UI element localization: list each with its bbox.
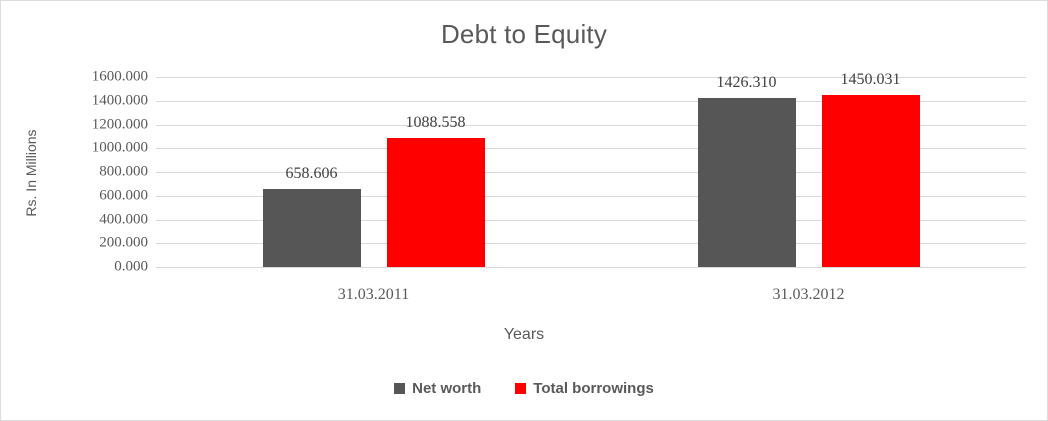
- legend-swatch-icon: [515, 383, 527, 394]
- bar-net-worth[interactable]: [697, 97, 796, 267]
- gridline: [156, 196, 1026, 197]
- y-axis-title: Rs. In Millions: [23, 129, 39, 217]
- legend-item-total-borrowings[interactable]: Total borrowings: [515, 380, 654, 397]
- gridline: [156, 125, 1026, 126]
- y-tick-label: 800.000: [99, 163, 148, 180]
- y-tick-label: 1400.000: [91, 92, 148, 109]
- data-label: 1450.031: [840, 70, 901, 88]
- legend-item-net-worth[interactable]: Net worth: [394, 380, 481, 397]
- y-tick-label: 200.000: [99, 234, 148, 251]
- data-label: 658.606: [285, 164, 338, 182]
- gridline: [156, 77, 1026, 78]
- gridline: [156, 243, 1026, 244]
- gridline: [156, 220, 1026, 221]
- y-tick-label: 600.000: [99, 187, 148, 204]
- y-axis-tick-labels: 1600.000 1400.000 1200.000 1000.000 800.…: [56, 1, 148, 420]
- gridline: [156, 148, 1026, 149]
- y-tick-label: 0.000: [114, 258, 148, 275]
- bar-total-borrowings[interactable]: [821, 94, 920, 267]
- plot-area: [156, 77, 1026, 267]
- x-axis-category-label: 31.03.2011: [337, 286, 410, 303]
- gridline: [156, 101, 1026, 102]
- y-tick-label: 1600.000: [91, 68, 148, 85]
- y-tick-label: 1200.000: [91, 116, 148, 133]
- x-axis-line: [156, 267, 1026, 268]
- chart-title: Debt to Equity: [440, 19, 608, 49]
- legend-label: Net worth: [412, 380, 482, 397]
- legend-swatch-icon: [394, 383, 406, 394]
- data-label: 1088.558: [405, 113, 466, 131]
- data-label: 1426.310: [716, 73, 777, 91]
- x-axis-title: Years: [503, 326, 545, 343]
- chart-legend: Net worth Total borrowings: [1, 380, 1047, 397]
- bar-net-worth[interactable]: [262, 188, 361, 267]
- legend-label: Total borrowings: [533, 380, 654, 397]
- y-tick-label: 1000.000: [91, 139, 148, 156]
- bar-total-borrowings[interactable]: [386, 137, 485, 267]
- x-axis-category-label: 31.03.2012: [772, 286, 845, 303]
- gridline: [156, 172, 1026, 173]
- y-tick-label: 400.000: [99, 211, 148, 228]
